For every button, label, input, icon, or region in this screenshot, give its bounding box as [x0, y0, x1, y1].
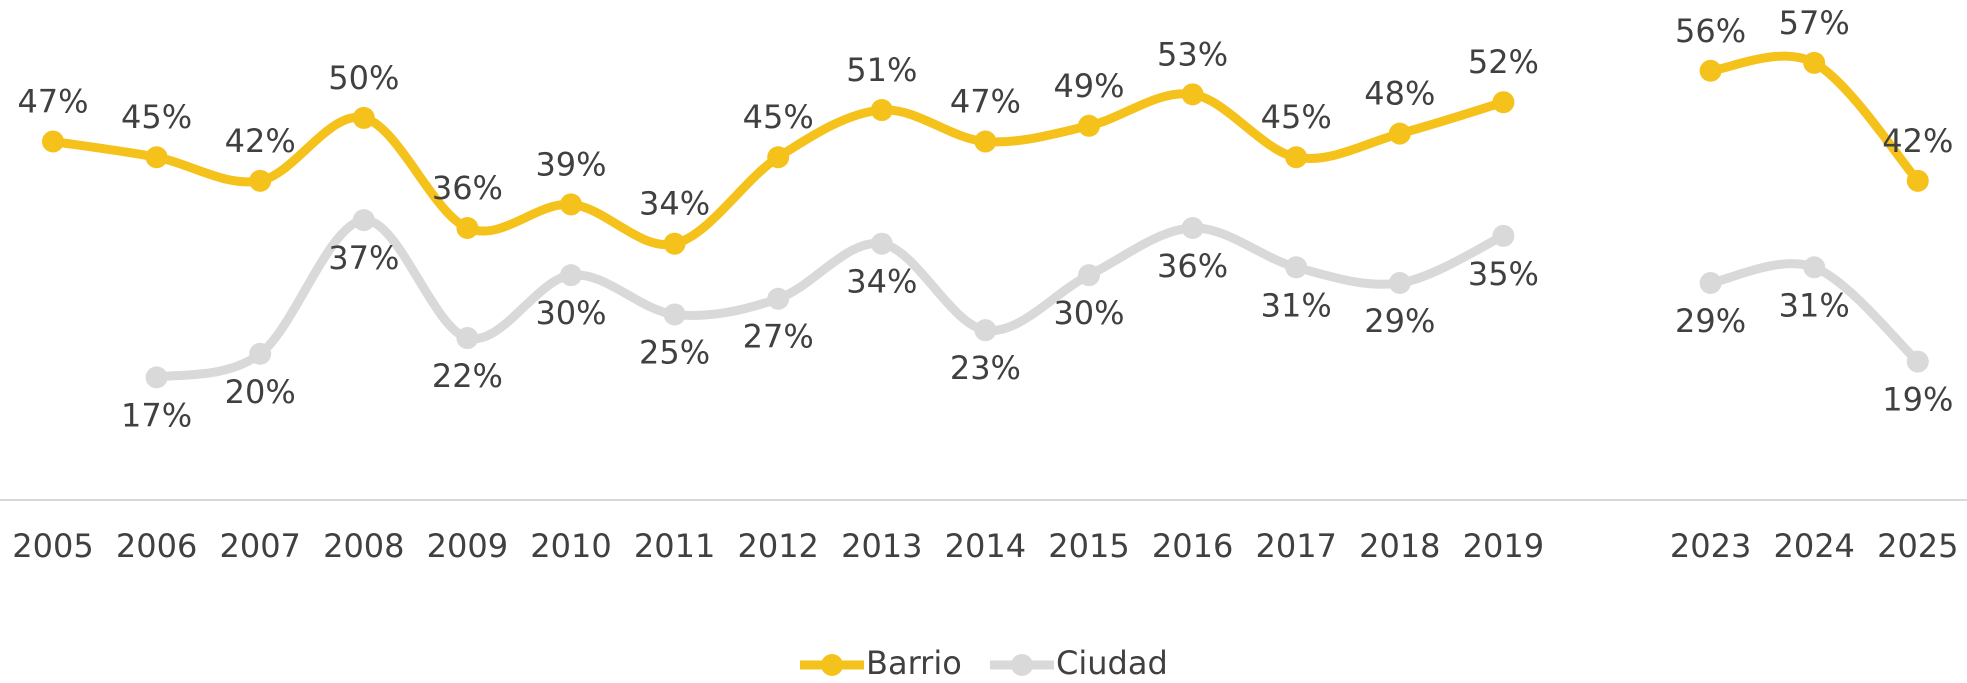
data-point — [456, 216, 479, 239]
data-point — [1078, 264, 1100, 287]
data-point — [1285, 256, 1308, 279]
data-point — [1906, 169, 1929, 192]
data-label: 29% — [1675, 302, 1746, 340]
data-point — [145, 366, 168, 389]
legend-label: Ciudad — [1056, 644, 1168, 682]
data-label: 37% — [328, 239, 399, 277]
data-point — [352, 106, 375, 129]
data-label: 23% — [950, 349, 1021, 387]
data-point — [974, 319, 997, 342]
x-tick-label: 2013 — [841, 527, 922, 565]
data-label: 27% — [743, 318, 814, 356]
data-point — [767, 146, 790, 169]
data-label: 45% — [121, 98, 192, 136]
x-tick-label: 2011 — [634, 527, 715, 565]
data-point — [249, 342, 272, 365]
data-label: 31% — [1779, 286, 1850, 324]
data-label: 52% — [1468, 43, 1539, 81]
data-label: 53% — [1157, 35, 1228, 73]
legend-item: Ciudad — [990, 644, 1168, 682]
data-label: 42% — [1882, 122, 1953, 160]
data-label: 34% — [846, 263, 917, 301]
data-point — [1285, 146, 1308, 169]
data-point — [1699, 272, 1722, 295]
data-label: 56% — [1675, 12, 1746, 50]
x-tick-label: 2019 — [1463, 527, 1544, 565]
x-tick-label: 2023 — [1670, 527, 1751, 565]
data-label: 39% — [535, 145, 606, 183]
data-label: 20% — [225, 373, 296, 411]
data-label: 50% — [328, 59, 399, 97]
data-point — [1492, 91, 1515, 114]
data-label: 34% — [639, 185, 710, 223]
data-label: 36% — [1157, 247, 1228, 285]
data-label: 19% — [1882, 381, 1953, 419]
data-point — [1181, 83, 1204, 106]
x-tick-label: 2025 — [1877, 527, 1958, 565]
data-label: 35% — [1468, 255, 1539, 293]
data-point — [456, 327, 479, 350]
data-label: 17% — [121, 396, 192, 434]
x-tick-label: 2016 — [1152, 527, 1233, 565]
data-point — [974, 130, 997, 153]
x-tick-label: 2018 — [1359, 527, 1440, 565]
x-tick-label: 2007 — [219, 527, 300, 565]
data-point — [145, 146, 168, 169]
data-label: 42% — [225, 122, 296, 160]
series-line — [152, 215, 1923, 382]
x-tick-label: 2010 — [530, 527, 611, 565]
data-label: 47% — [950, 83, 1021, 121]
data-point — [1803, 256, 1826, 279]
x-tick-label: 2005 — [12, 527, 93, 565]
data-point — [249, 169, 272, 192]
x-tick-label: 2017 — [1255, 527, 1336, 565]
legend-item: Barrio — [800, 644, 962, 682]
data-point — [1803, 51, 1826, 74]
legend-label: Barrio — [866, 644, 962, 682]
data-label: 29% — [1364, 302, 1435, 340]
data-point — [767, 287, 790, 310]
data-point — [352, 209, 375, 232]
data-point — [1906, 350, 1929, 373]
data-label: 48% — [1364, 75, 1435, 113]
data-point — [663, 303, 686, 326]
data-label: 25% — [639, 333, 710, 371]
x-tick-label: 2009 — [427, 527, 508, 565]
x-tick-label: 2008 — [323, 527, 404, 565]
data-point — [1078, 114, 1100, 137]
data-label: 22% — [432, 357, 503, 395]
data-label: 30% — [535, 294, 606, 332]
data-label: 31% — [1261, 286, 1332, 324]
data-point — [1492, 224, 1515, 247]
x-tick-label: 2024 — [1773, 527, 1854, 565]
legend-marker — [1011, 654, 1033, 676]
data-label: 36% — [432, 169, 503, 207]
data-label: 57% — [1779, 4, 1850, 42]
data-point — [1388, 272, 1411, 295]
data-point — [663, 232, 686, 255]
data-label: 49% — [1053, 67, 1124, 105]
data-point — [560, 264, 582, 287]
x-tick-label: 2015 — [1048, 527, 1129, 565]
data-point — [870, 99, 893, 122]
x-tick-label: 2014 — [945, 527, 1026, 565]
data-label: 30% — [1053, 294, 1124, 332]
data-label: 51% — [846, 51, 917, 89]
data-label: 45% — [1261, 98, 1332, 136]
data-label: 45% — [743, 98, 814, 136]
x-tick-label: 2006 — [116, 527, 197, 565]
data-point — [560, 193, 582, 216]
legend-marker — [821, 654, 843, 676]
data-label: 47% — [17, 83, 88, 121]
data-point — [1699, 59, 1722, 82]
data-point — [870, 232, 893, 255]
data-point — [42, 130, 64, 153]
data-point — [1388, 122, 1411, 145]
x-tick-label: 2012 — [737, 527, 818, 565]
data-point — [1181, 216, 1204, 239]
